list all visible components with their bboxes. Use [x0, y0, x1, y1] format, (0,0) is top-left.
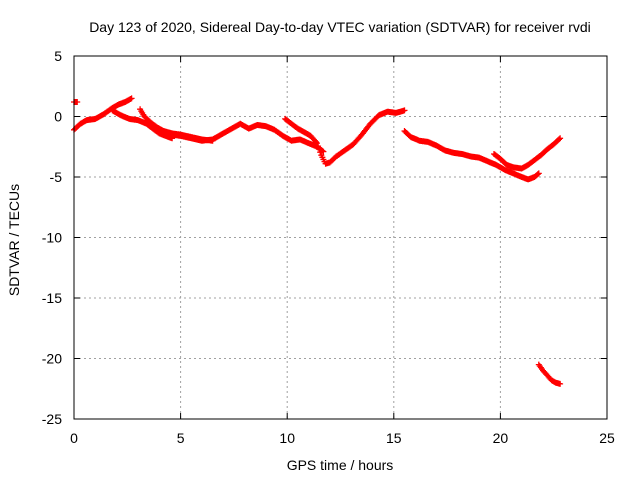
y-tick-label: -20 — [42, 351, 62, 367]
data-series — [71, 95, 564, 387]
y-tick-label: -25 — [42, 411, 62, 427]
data-point-markers — [71, 99, 81, 105]
data-point-markers — [535, 361, 564, 387]
data-segment — [491, 135, 564, 172]
data-segment — [169, 120, 327, 155]
chart-title: Day 123 of 2020, Sidereal Day-to-day VTE… — [89, 19, 591, 35]
data-segment — [401, 128, 542, 183]
y-tick-label: -5 — [50, 169, 63, 185]
y-tick-label: 0 — [54, 109, 62, 125]
x-tick-label: 20 — [493, 430, 509, 446]
plot-frame — [73, 55, 608, 420]
data-segment — [109, 107, 176, 142]
data-point-markers — [109, 107, 176, 142]
data-point-markers — [282, 107, 408, 167]
data-point-markers — [401, 128, 542, 183]
data-segment — [282, 107, 408, 167]
x-tick-label: 25 — [599, 430, 615, 446]
y-tick-label: 5 — [54, 48, 62, 64]
grid-lines — [74, 56, 607, 419]
y-tick-label: -15 — [42, 290, 62, 306]
y-axis-label: SDTVAR / TECUs — [6, 184, 22, 296]
x-tick-label: 15 — [386, 430, 402, 446]
y-tick-label: -10 — [42, 230, 62, 246]
x-tick-label: 5 — [177, 430, 185, 446]
data-segment — [71, 99, 81, 105]
data-segment — [535, 361, 564, 387]
x-tick-label: 0 — [70, 430, 78, 446]
data-point-markers — [169, 120, 327, 155]
x-axis-label: GPS time / hours — [287, 457, 394, 473]
axis-ticks: 0 5 10 15 20 25 5 0 -5 -10 -15 -20 -25 — [42, 48, 615, 446]
data-point-markers — [491, 135, 564, 172]
x-tick-label: 10 — [279, 430, 295, 446]
